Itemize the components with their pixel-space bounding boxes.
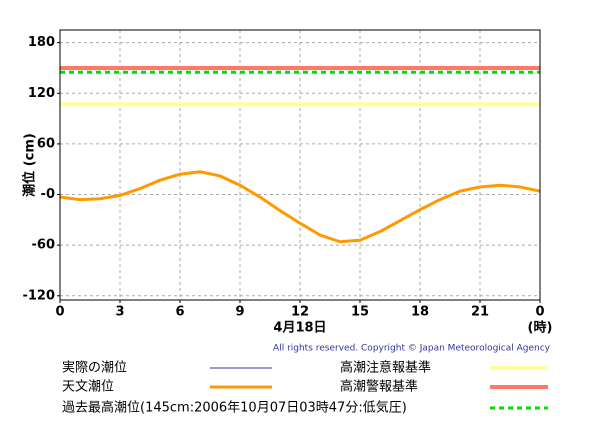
plot-border (59, 29, 541, 301)
x-tick-label: 15 (351, 305, 369, 320)
y-tick-label: -60 (32, 238, 56, 253)
x-axis-unit: (時) (528, 320, 553, 336)
legend-label: 過去最高潮位(145cm:2006年10月07日03時47分:低気圧) (62, 400, 407, 416)
x-tick-label: 18 (411, 305, 429, 320)
y-tick-label: 180 (28, 35, 55, 50)
legend-label: 高潮警報基準 (340, 379, 418, 395)
y-tick-label: 60 (37, 136, 55, 151)
series-line (59, 170, 541, 244)
legend-label: 高潮注意報基準 (340, 360, 431, 376)
x-tick-label: 12 (291, 305, 309, 320)
y-tick-label: -120 (22, 288, 55, 303)
x-tick-label: 0 (55, 305, 64, 320)
copyright: All rights reserved. Copyright © Japan M… (273, 344, 551, 354)
y-axis-label: 潮位 (cm) (22, 133, 38, 197)
x-tick-label: 3 (115, 305, 124, 320)
y-tick-label: -0 (41, 187, 55, 202)
x-tick-label: 0 (535, 305, 544, 320)
y-tick-label: 120 (28, 86, 55, 101)
x-tick-label: 21 (471, 305, 489, 320)
x-tick-label: 9 (235, 305, 244, 320)
x-tick-label: 6 (175, 305, 184, 320)
x-axis-label: 4月18日 (273, 321, 326, 336)
legend-label: 天文潮位 (62, 380, 114, 395)
legend-label: 実際の潮位 (62, 360, 127, 376)
